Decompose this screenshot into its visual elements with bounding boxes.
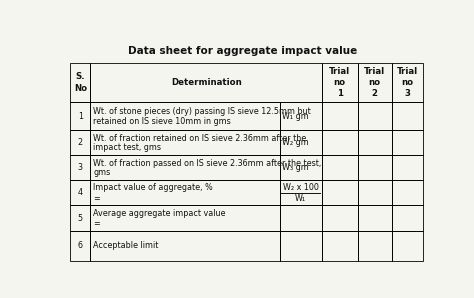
Bar — [70, 155, 91, 180]
Bar — [70, 63, 91, 102]
Text: Wt. of fraction retained on IS sieve 2.36mm after the: Wt. of fraction retained on IS sieve 2.3… — [93, 134, 306, 143]
Text: 5: 5 — [78, 214, 83, 223]
Bar — [280, 231, 322, 261]
Bar — [91, 102, 280, 131]
Bar — [322, 231, 357, 261]
Bar — [70, 231, 91, 261]
Bar — [392, 205, 423, 231]
Bar — [280, 205, 322, 231]
Bar — [322, 131, 357, 155]
Text: 2: 2 — [78, 138, 83, 147]
Bar — [392, 102, 423, 131]
Bar — [357, 131, 392, 155]
Text: Wt. of stone pieces (dry) passing IS sieve 12.5mm but: Wt. of stone pieces (dry) passing IS sie… — [93, 107, 311, 116]
Text: Trial
no
2: Trial no 2 — [364, 67, 385, 98]
Bar — [280, 131, 322, 155]
Text: gms: gms — [93, 168, 110, 177]
Text: 3: 3 — [78, 163, 83, 172]
Bar — [392, 155, 423, 180]
Text: 6: 6 — [78, 241, 83, 250]
Bar — [70, 131, 91, 155]
Bar — [357, 205, 392, 231]
Text: Impact value of aggregate, %: Impact value of aggregate, % — [93, 184, 213, 193]
Bar — [91, 63, 322, 102]
Text: 1: 1 — [78, 111, 83, 121]
Text: 4: 4 — [78, 188, 83, 197]
Text: W₁: W₁ — [295, 194, 306, 203]
Bar — [91, 180, 280, 205]
Text: impact test, gms: impact test, gms — [93, 143, 161, 152]
Text: retained on IS sieve 10mm in gms: retained on IS sieve 10mm in gms — [93, 117, 231, 126]
Bar — [357, 102, 392, 131]
Text: W₃ gm: W₃ gm — [282, 163, 309, 172]
Bar — [280, 155, 322, 180]
Bar — [322, 63, 357, 102]
Text: Wt. of fraction passed on IS sieve 2.36mm after the test,: Wt. of fraction passed on IS sieve 2.36m… — [93, 159, 321, 168]
Bar — [280, 102, 322, 131]
Bar — [322, 102, 357, 131]
Bar — [280, 180, 322, 205]
Bar — [91, 131, 280, 155]
Text: W₂ x 100: W₂ x 100 — [283, 184, 319, 193]
Bar — [357, 180, 392, 205]
Text: S.
No: S. No — [74, 72, 87, 93]
Text: W₂ gm: W₂ gm — [282, 138, 309, 147]
Bar — [70, 180, 91, 205]
Bar — [91, 231, 280, 261]
Bar — [70, 205, 91, 231]
Text: Average aggregate impact value: Average aggregate impact value — [93, 209, 226, 218]
Text: Acceptable limit: Acceptable limit — [93, 241, 158, 250]
Bar — [357, 155, 392, 180]
Text: Trial
no
3: Trial no 3 — [397, 67, 418, 98]
Bar — [70, 102, 91, 131]
Bar — [357, 63, 392, 102]
Text: Trial
no
1: Trial no 1 — [329, 67, 350, 98]
Bar — [322, 155, 357, 180]
Bar — [392, 63, 423, 102]
Bar — [392, 180, 423, 205]
Text: Data sheet for aggregate impact value: Data sheet for aggregate impact value — [128, 46, 357, 56]
Bar — [357, 231, 392, 261]
Text: W₁ gm: W₁ gm — [282, 111, 309, 121]
Text: Determination: Determination — [171, 78, 242, 87]
Text: =: = — [93, 194, 100, 203]
Bar — [392, 231, 423, 261]
Bar — [322, 180, 357, 205]
Bar — [322, 205, 357, 231]
Bar — [91, 205, 280, 231]
Bar — [392, 131, 423, 155]
Text: =: = — [93, 219, 100, 228]
Bar — [91, 155, 280, 180]
